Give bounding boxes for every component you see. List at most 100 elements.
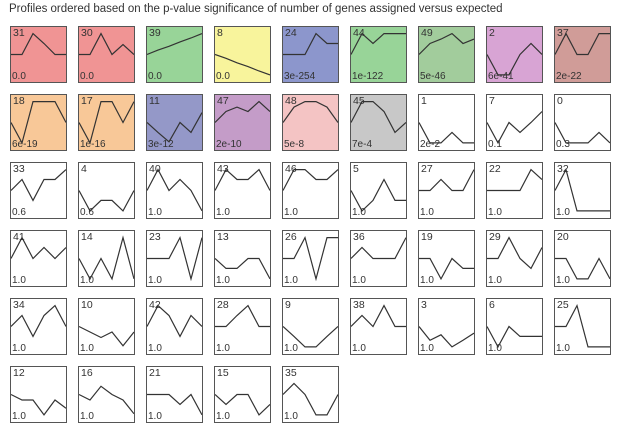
profile-id-label: 24	[285, 27, 297, 39]
profile-plot	[79, 325, 134, 347]
profile-line	[555, 32, 610, 56]
profile-box-6[interactable]: 6 1.0	[486, 298, 543, 355]
profile-id-label: 4	[81, 163, 87, 175]
profile-box-40[interactable]: 40 1.0	[146, 162, 203, 219]
profile-plot	[419, 326, 474, 348]
profile-pvalue-label: 7e-4	[352, 139, 373, 150]
profile-line	[419, 122, 474, 144]
profile-pvalue-label: 1.0	[284, 207, 298, 218]
profile-box-31[interactable]: 31 0.0	[10, 26, 67, 83]
profile-box-49[interactable]: 49 5e-46	[418, 26, 475, 83]
profile-id-label: 27	[421, 163, 433, 175]
profile-box-36[interactable]: 36 1.0	[350, 230, 407, 287]
profile-box-27[interactable]: 27 1.0	[418, 162, 475, 219]
profile-plot	[11, 169, 66, 202]
profile-pvalue-label: 1.0	[216, 207, 230, 218]
profile-line	[11, 304, 66, 338]
profile-box-15[interactable]: 15 1.0	[214, 366, 271, 423]
profile-box-7[interactable]: 7 0.1	[486, 94, 543, 151]
profile-box-23[interactable]: 23 1.0	[146, 230, 203, 287]
profile-box-46[interactable]: 46 1.0	[282, 162, 339, 219]
profile-box-28[interactable]: 28 1.0	[214, 298, 271, 355]
profile-box-43[interactable]: 43 1.0	[214, 162, 271, 219]
profile-line	[419, 32, 474, 55]
profile-box-8[interactable]: 8 0.0	[214, 26, 271, 83]
profile-box-12[interactable]: 12 1.0	[10, 366, 67, 423]
profile-pvalue-label: 5e-46	[420, 71, 446, 82]
profile-box-11[interactable]: 11 3e-12	[146, 94, 203, 151]
profile-line	[79, 100, 134, 145]
profile-plot	[283, 168, 338, 191]
profile-box-48[interactable]: 48 5e-8	[282, 94, 339, 151]
profile-pvalue-label: 1.0	[420, 275, 434, 286]
profile-plot	[283, 235, 338, 282]
profile-box-13[interactable]: 13 1.0	[214, 230, 271, 287]
profile-box-4[interactable]: 4 0.6	[78, 162, 135, 219]
profile-pvalue-label: 1.0	[556, 343, 570, 354]
profile-pvalue-label: 1e-16	[80, 139, 106, 150]
profile-pvalue-label: 1.0	[148, 207, 162, 218]
profile-plot	[351, 100, 406, 134]
profile-box-19[interactable]: 19 1.0	[418, 230, 475, 287]
profile-box-0[interactable]: 0 0.3	[554, 94, 611, 151]
profile-box-35[interactable]: 35 1.0	[282, 366, 339, 423]
profile-id-label: 46	[285, 163, 297, 175]
profile-box-5[interactable]: 5 1.0	[350, 162, 407, 219]
profile-plot	[147, 393, 202, 416]
profile-plot	[555, 32, 610, 56]
profile-id-label: 28	[217, 299, 229, 311]
profile-pvalue-label: 1.0	[420, 343, 434, 354]
profile-plot	[487, 236, 542, 270]
profile-plot	[283, 382, 338, 416]
profile-id-label: 32	[557, 163, 569, 175]
profile-box-24[interactable]: 24 3e-254	[282, 26, 339, 83]
profile-pvalue-label: 1.0	[148, 411, 162, 422]
profile-id-label: 1	[421, 95, 427, 107]
profile-line	[215, 168, 270, 191]
profile-pvalue-label: 6e-19	[12, 139, 38, 150]
profile-box-41[interactable]: 41 1.0	[10, 230, 67, 287]
profile-box-37[interactable]: 37 2e-22	[554, 26, 611, 83]
profile-box-26[interactable]: 26 1.0	[282, 230, 339, 287]
profile-plot	[147, 112, 202, 143]
profile-box-33[interactable]: 33 0.6	[10, 162, 67, 219]
profile-plot	[419, 32, 474, 55]
profile-box-39[interactable]: 39 0.0	[146, 26, 203, 83]
profile-plot	[351, 178, 406, 212]
profile-box-18[interactable]: 18 6e-19	[10, 94, 67, 151]
profile-box-16[interactable]: 16 1.0	[78, 366, 135, 423]
profile-pvalue-label: 0.6	[80, 207, 94, 218]
profile-box-44[interactable]: 44 1e-122	[350, 26, 407, 83]
profile-box-32[interactable]: 32 1.0	[554, 162, 611, 219]
profile-plot	[11, 236, 66, 260]
profile-line	[351, 32, 406, 55]
profile-box-10[interactable]: 10 1.0	[78, 298, 135, 355]
profile-box-20[interactable]: 20 1.0	[554, 230, 611, 287]
profile-box-14[interactable]: 14 1.0	[78, 230, 135, 287]
profile-box-25[interactable]: 25 1.0	[554, 298, 611, 355]
profile-box-21[interactable]: 21 1.0	[146, 366, 203, 423]
profile-box-1[interactable]: 1 2e-2	[418, 94, 475, 151]
profile-box-42[interactable]: 42 1.0	[146, 298, 203, 355]
profile-box-9[interactable]: 9 1.0	[282, 298, 339, 355]
profile-box-17[interactable]: 17 1e-16	[78, 94, 135, 151]
profile-box-22[interactable]: 22 1.0	[486, 162, 543, 219]
profile-box-29[interactable]: 29 1.0	[486, 230, 543, 287]
profile-box-30[interactable]: 30 0.0	[78, 26, 135, 83]
profile-box-38[interactable]: 38 1.0	[350, 298, 407, 355]
profile-id-label: 7	[489, 95, 495, 107]
profile-plot	[555, 122, 610, 144]
profile-pvalue-label: 1.0	[148, 343, 162, 354]
profile-box-45[interactable]: 45 7e-4	[350, 94, 407, 151]
profile-id-label: 41	[13, 231, 25, 243]
profile-line	[351, 100, 406, 134]
profile-pvalue-label: 6e-41	[488, 71, 514, 82]
profile-box-3[interactable]: 3 1.0	[418, 298, 475, 355]
profile-pvalue-label: 0.0	[12, 71, 26, 82]
profile-box-34[interactable]: 34 1.0	[10, 298, 67, 355]
profile-id-label: 39	[149, 27, 161, 39]
profile-pvalue-label: 1.0	[80, 411, 94, 422]
profile-box-47[interactable]: 47 2e-10	[214, 94, 271, 151]
profile-plot	[79, 190, 134, 212]
profile-box-2[interactable]: 2 6e-41	[486, 26, 543, 83]
